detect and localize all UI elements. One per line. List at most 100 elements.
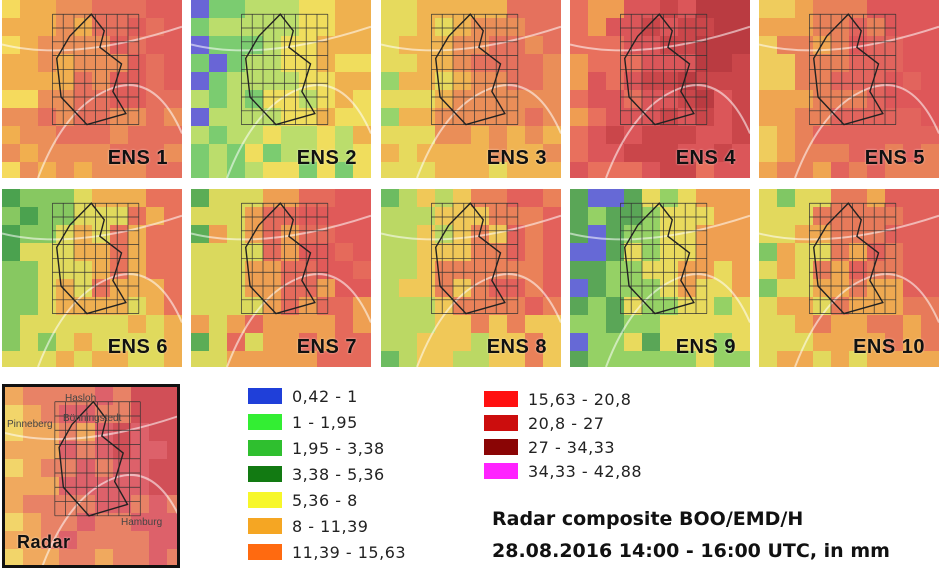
precip-cell bbox=[525, 0, 543, 18]
precip-cell bbox=[453, 36, 471, 54]
precip-cell bbox=[921, 36, 939, 54]
precip-cell bbox=[678, 0, 696, 18]
precip-cell bbox=[317, 297, 335, 315]
precip-cell bbox=[507, 351, 525, 367]
place-label-boenningstedt: Bönningstedt bbox=[63, 413, 122, 424]
precip-cell bbox=[543, 72, 561, 90]
precip-cell bbox=[489, 144, 507, 162]
precip-cell bbox=[417, 207, 435, 225]
precip-cell bbox=[110, 108, 128, 126]
precip-cell bbox=[5, 441, 23, 459]
precip-cell bbox=[399, 243, 417, 261]
precip-cell bbox=[5, 477, 23, 495]
legend-item: 3,38 - 5,36 bbox=[248, 464, 385, 484]
precip-cell bbox=[588, 0, 606, 18]
precip-cell bbox=[795, 72, 813, 90]
ens-map bbox=[2, 0, 182, 178]
precip-cell bbox=[20, 54, 38, 72]
precip-cell bbox=[335, 36, 353, 54]
precip-cell bbox=[263, 207, 281, 225]
precip-cell bbox=[624, 189, 642, 207]
legend-item: 1 - 1,95 bbox=[248, 412, 358, 432]
precip-cell bbox=[281, 279, 299, 297]
precip-cell bbox=[209, 297, 227, 315]
precip-cell bbox=[570, 162, 588, 178]
precip-cell bbox=[131, 549, 149, 565]
precip-cell bbox=[263, 162, 281, 178]
precip-cell bbox=[543, 261, 561, 279]
precip-cell bbox=[417, 189, 435, 207]
precip-cell bbox=[191, 144, 209, 162]
precip-cell bbox=[678, 126, 696, 144]
precip-cell bbox=[588, 54, 606, 72]
ens-panel-4: ENS 4 bbox=[570, 0, 750, 178]
precip-cell bbox=[813, 72, 831, 90]
precip-cell bbox=[696, 90, 714, 108]
precip-cell bbox=[867, 90, 885, 108]
precip-cell bbox=[642, 315, 660, 333]
precip-cell bbox=[624, 279, 642, 297]
precip-cell bbox=[92, 189, 110, 207]
precip-cell bbox=[245, 243, 263, 261]
precip-cell bbox=[20, 351, 38, 367]
precip-cell bbox=[299, 108, 317, 126]
precip-cell bbox=[164, 54, 182, 72]
precip-cell bbox=[453, 72, 471, 90]
precip-cell bbox=[903, 243, 921, 261]
precip-cell bbox=[777, 207, 795, 225]
precip-cell bbox=[227, 90, 245, 108]
precip-cell bbox=[903, 36, 921, 54]
precip-cell bbox=[245, 90, 263, 108]
precip-cell bbox=[453, 54, 471, 72]
ens-map bbox=[2, 189, 182, 367]
precip-cell bbox=[759, 18, 777, 36]
grid-overlay bbox=[620, 202, 708, 315]
precip-cell bbox=[113, 549, 131, 565]
precip-cell bbox=[191, 162, 209, 178]
precip-cell bbox=[777, 144, 795, 162]
precip-cell bbox=[921, 162, 939, 178]
precip-cell bbox=[299, 0, 317, 18]
legend-swatch bbox=[248, 492, 282, 508]
precip-cell bbox=[435, 207, 453, 225]
legend-label: 5,36 - 8 bbox=[292, 490, 358, 510]
precip-cell bbox=[435, 72, 453, 90]
precip-cell bbox=[399, 315, 417, 333]
precip-cell bbox=[570, 54, 588, 72]
precip-cell bbox=[74, 315, 92, 333]
precip-cell bbox=[74, 36, 92, 54]
precip-cell bbox=[714, 189, 732, 207]
precip-cell bbox=[588, 225, 606, 243]
precip-cell bbox=[77, 477, 95, 495]
precip-cell bbox=[164, 126, 182, 144]
precip-cell bbox=[543, 279, 561, 297]
precip-cell bbox=[525, 279, 543, 297]
precip-cell bbox=[263, 351, 281, 367]
grid-overlay bbox=[431, 202, 519, 315]
precip-cell bbox=[543, 90, 561, 108]
precip-cell bbox=[317, 0, 335, 18]
precip-cell bbox=[543, 243, 561, 261]
precip-cell bbox=[867, 333, 885, 351]
precip-cell bbox=[56, 126, 74, 144]
precip-cell bbox=[903, 261, 921, 279]
precip-cell bbox=[417, 18, 435, 36]
precip-cell bbox=[335, 243, 353, 261]
precip-cell bbox=[2, 108, 20, 126]
precip-cell bbox=[317, 189, 335, 207]
precip-cell bbox=[642, 279, 660, 297]
precip-cell bbox=[489, 351, 507, 367]
precip-cell bbox=[489, 333, 507, 351]
precip-cell bbox=[299, 126, 317, 144]
precip-cell bbox=[128, 162, 146, 178]
precip-cell bbox=[624, 261, 642, 279]
precip-cell bbox=[92, 144, 110, 162]
precip-cell bbox=[317, 279, 335, 297]
legend-item: 8 - 11,39 bbox=[248, 516, 368, 536]
precip-cell bbox=[624, 90, 642, 108]
precip-cell bbox=[921, 225, 939, 243]
precip-cell bbox=[245, 162, 263, 178]
precip-cell bbox=[885, 333, 903, 351]
precip-cell bbox=[570, 315, 588, 333]
precip-cell bbox=[74, 225, 92, 243]
